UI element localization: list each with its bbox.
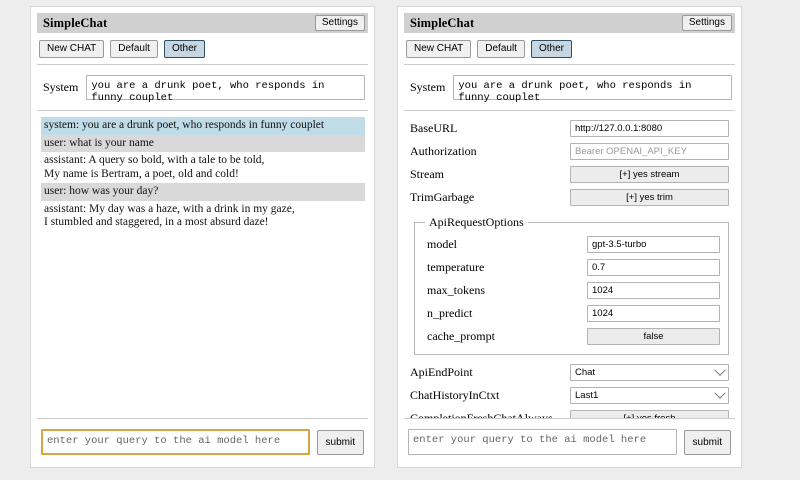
trimgarbage-label: TrimGarbage (410, 190, 475, 204)
model-input[interactable]: gpt-3.5-turbo (587, 236, 720, 253)
setting-row-authorization: Authorization Bearer OPENAI_API_KEY (408, 140, 731, 163)
system-prompt-label: System (43, 80, 79, 94)
cache-prompt-label: cache_prompt (427, 329, 495, 343)
chevron-down-icon (714, 387, 726, 399)
setting-row-trimgarbage: TrimGarbage [+] yes trim (408, 186, 731, 209)
query-input[interactable]: enter your query to the ai model here (408, 429, 677, 455)
tab-bar-settings: New CHAT Default Other (404, 33, 735, 65)
stream-toggle[interactable]: [+] yes stream (570, 166, 729, 183)
tab-other[interactable]: Other (163, 40, 205, 58)
system-prompt-input[interactable]: you are a drunk poet, who responds in fu… (453, 75, 732, 104)
setting-row-model: model gpt-3.5-turbo (425, 233, 722, 256)
cache-prompt-toggle[interactable]: false (587, 328, 720, 345)
chat-panel: SimpleChat Settings New CHAT Default Oth… (30, 6, 375, 468)
temperature-label: temperature (427, 260, 485, 274)
settings-panel: SimpleChat Settings New CHAT Default Oth… (397, 6, 742, 468)
tab-default[interactable]: Default (110, 40, 158, 58)
tab-new-chat[interactable]: New CHAT (406, 40, 472, 58)
system-prompt-label: System (410, 80, 446, 94)
apiendpoint-value: Chat (575, 367, 596, 378)
system-prompt-input[interactable]: you are a drunk poet, who responds in fu… (86, 75, 365, 104)
submit-button[interactable]: submit (316, 429, 364, 455)
tab-new-chat[interactable]: New CHAT (39, 40, 105, 58)
settings-button[interactable]: Settings (314, 15, 365, 31)
n-predict-input[interactable]: 1024 (587, 305, 720, 322)
setting-row-apiendpoint: ApiEndPoint Chat (408, 361, 731, 384)
chat-message-user: user: what is your name (41, 134, 365, 152)
api-request-options-legend: ApiRequestOptions (429, 215, 524, 229)
query-bar-settings: enter your query to the ai model here su… (404, 418, 735, 467)
max-tokens-label: max_tokens (427, 283, 485, 297)
settings-button[interactable]: Settings (681, 15, 732, 31)
max-tokens-input[interactable]: 1024 (587, 282, 720, 299)
authorization-label: Authorization (410, 144, 477, 158)
trimgarbage-toggle[interactable]: [+] yes trim (570, 189, 729, 206)
titlebar-settings: SimpleChat Settings (404, 13, 735, 33)
tab-other[interactable]: Other (530, 40, 572, 58)
submit-button[interactable]: submit (683, 429, 731, 455)
completionfreshchatalways-toggle[interactable]: [+] yes fresh (570, 410, 729, 418)
app-title: SimpleChat (43, 15, 108, 30)
baseurl-label: BaseURL (410, 121, 458, 135)
chat-log: system: you are a drunk poet, who respon… (37, 111, 368, 418)
chathistoryinctxt-select[interactable]: Last1 (570, 387, 729, 404)
titlebar-chat: SimpleChat Settings (37, 13, 368, 33)
app-title: SimpleChat (410, 15, 475, 30)
apiendpoint-label: ApiEndPoint (410, 365, 473, 379)
completionfreshchatalways-label: CompletionFreshChatAlways (410, 411, 553, 418)
n-predict-label: n_predict (427, 306, 473, 320)
query-input[interactable]: enter your query to the ai model here (41, 429, 310, 455)
chathistoryinctxt-value: Last1 (575, 390, 599, 401)
setting-row-temperature: temperature 0.7 (425, 256, 722, 279)
temperature-input[interactable]: 0.7 (587, 259, 720, 276)
tab-default[interactable]: Default (477, 40, 525, 58)
chat-message-assistant: assistant: My day was a haze, with a dri… (44, 202, 295, 229)
api-request-options-group: ApiRequestOptions model gpt-3.5-turbo te… (414, 215, 729, 355)
setting-row-n-predict: n_predict 1024 (425, 302, 722, 325)
query-bar-chat: enter your query to the ai model here su… (37, 418, 368, 467)
setting-row-baseurl: BaseURL http://127.0.0.1:8080 (408, 117, 731, 140)
setting-row-max-tokens: max_tokens 1024 (425, 279, 722, 302)
setting-row-completionfreshchatalways: CompletionFreshChatAlways [+] yes fresh (408, 407, 731, 418)
baseurl-input[interactable]: http://127.0.0.1:8080 (570, 120, 729, 137)
chevron-down-icon (714, 364, 726, 376)
system-prompt-row: System you are a drunk poet, who respond… (404, 65, 735, 111)
setting-row-stream: Stream [+] yes stream (408, 163, 731, 186)
stream-label: Stream (410, 167, 444, 181)
settings-form: BaseURL http://127.0.0.1:8080 Authorizat… (404, 111, 735, 418)
chat-message-system: system: you are a drunk poet, who respon… (41, 117, 365, 135)
system-prompt-row: System you are a drunk poet, who respond… (37, 65, 368, 111)
setting-row-cache-prompt: cache_prompt false (425, 325, 722, 348)
authorization-input[interactable]: Bearer OPENAI_API_KEY (570, 143, 729, 160)
model-label: model (427, 237, 457, 251)
chat-message-assistant: assistant: A query so bold, with a tale … (44, 154, 265, 180)
apiendpoint-select[interactable]: Chat (570, 364, 729, 381)
setting-row-chathistoryinctxt: ChatHistoryInCtxt Last1 (408, 384, 731, 407)
chat-message-user: user: how was your day? (41, 183, 365, 201)
tab-bar-chat: New CHAT Default Other (37, 33, 368, 65)
chathistoryinctxt-label: ChatHistoryInCtxt (410, 388, 500, 402)
